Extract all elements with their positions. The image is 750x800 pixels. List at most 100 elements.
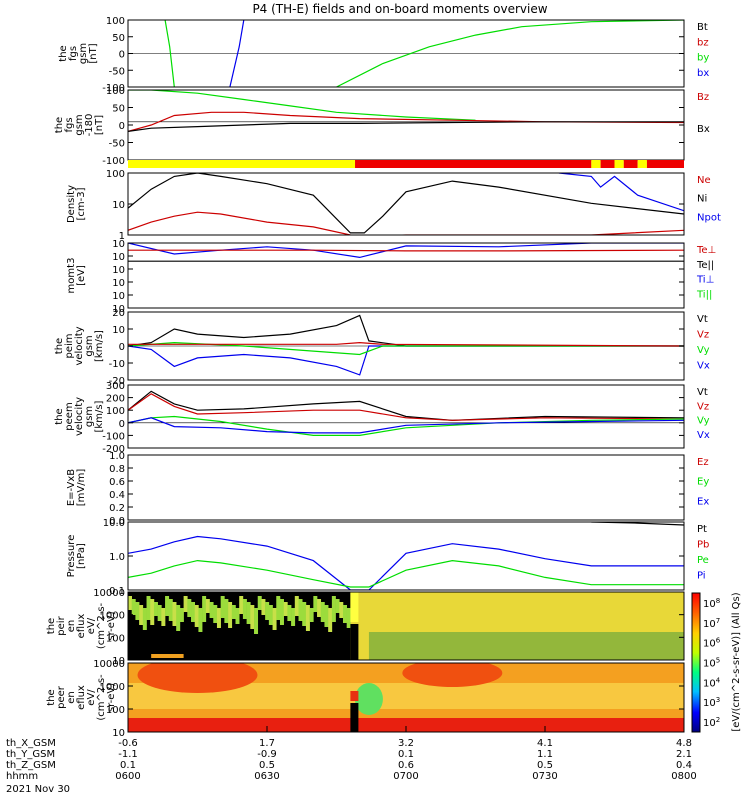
x-tick-label: -1.1 [118,749,138,760]
x-tick-label: 2.1 [676,749,692,760]
x-tick-label: 0700 [393,771,418,782]
series-bx [229,20,245,87]
series-group [128,522,684,590]
y-tick-label: -50 [109,139,125,150]
heatmap-cell [350,691,359,701]
heatmap-cell [165,596,170,616]
y-axis-label: the [54,408,65,424]
x-tick-label: 0.4 [676,760,692,771]
x-tick-label: 0.5 [259,760,275,771]
series-group [128,314,684,376]
heatmap-cell [131,599,136,615]
colorbar-tick-label: 102 [703,716,720,729]
panel-moms_t3: 10 10 10 10 10 10 momt3 [eV] Te⊥ Te|| Ti⊥ Ti|| [66,239,716,315]
series-group [128,20,684,87]
y-axis-label: peem [64,402,75,430]
y-axis-label: [cm-3] [76,187,87,220]
y-tick-label: 20 [112,308,125,319]
y-axis-label: [mV/m] [76,469,87,507]
heatmap-cell [128,596,132,610]
heatmap-cell [368,632,684,660]
y-axis-label: (cm^2-s- [96,602,107,649]
heatmap-cell [176,605,181,631]
heatmap-cell [320,602,325,622]
y-tick-label: 10 [112,278,125,289]
y-axis-label: [nT] [94,115,105,135]
y-tick-label: 10 [112,265,125,276]
y-tick-label: 100 [106,705,125,716]
heatmap-cell [305,605,310,631]
heatmap-cell [228,602,233,628]
x-label-y: th_Y_GSM [6,749,55,760]
legend-label: by [697,53,709,64]
y-axis-label: fgs [64,117,75,132]
series-Vx [128,417,684,434]
heatmap-cell [209,602,214,618]
plot-frame [127,384,685,449]
heatmap-cell [339,602,344,618]
mode-segment [637,160,647,168]
y-tick-label: 0.4 [109,490,125,501]
colorbar: 108 107 106 105 104 103 102 [eV/(cm^2-s-sr-eV)]… [691,592,742,733]
date-label: 2021 Nov 30 [6,784,70,795]
y-axis-label: E=-VxB [66,469,77,506]
heatmap-cell [146,596,151,620]
y-axis-label: [km/s] [94,330,105,362]
heatmap-cell [291,608,296,626]
y-axis-label: (cm^2-s- [96,674,107,721]
heatmap-cell [157,605,162,621]
x-tick-label: 0.1 [120,760,136,771]
heatmap-cell [135,602,140,620]
colorbar-tick-label: 105 [703,657,720,670]
legend-label: Bz [697,92,709,103]
heatmap-blob [354,683,383,715]
plot-frame [127,521,685,591]
y-tick-label: 100 [106,406,125,417]
y-axis-label: -180 [84,114,95,137]
x-tick-label: -0.9 [257,749,277,760]
y-axis-label: velocity [74,326,85,365]
legend-label: Te|| [696,260,714,271]
figure-title: P4 (TH-E) fields and on-board moments ov… [252,2,547,16]
legend-label: Te⊥ [696,245,716,256]
heatmap-cell [246,602,251,624]
heatmap-cell [350,592,359,622]
heatmap-cell [268,605,273,625]
x-tick-label: 0630 [254,771,279,782]
series-Vy [128,415,684,436]
y-tick-label: 1.0 [109,552,125,563]
y-axis-label: sr-eV) [106,611,117,640]
y-tick-label: 0.0 [109,516,125,527]
plot-frame [127,89,685,161]
y-axis-label: the [46,618,57,634]
mode-segment [623,160,638,168]
series-Pi [128,535,684,590]
y-tick-label: 10 [112,239,125,250]
series-by [336,20,684,87]
y-tick-label: 100 [106,169,125,180]
legend-label: Ne [697,175,711,186]
y-tick-label: -100 [102,83,125,94]
series-Ni [128,173,684,234]
y-axis-label: the [54,117,65,133]
y-tick-label: 10000 [93,659,125,670]
y-tick-label: 50 [112,104,125,115]
y-axis-label: Density [66,185,77,223]
y-axis-label: Pressure [66,535,77,578]
heatmap-cell [179,608,184,622]
legend-label: Pt [697,524,707,535]
x-tick-label: 0.5 [537,760,553,771]
y-axis-label: gsm [78,43,89,64]
legend-label: Ti⊥ [696,275,714,286]
heatmap-cell [235,608,240,624]
mode-segment [614,160,624,168]
series-group [128,390,684,436]
x-tick-label: 4.8 [676,738,692,749]
colorbar-label: [eV/(cm^2-s-sr-eV)] (All Qs) [731,592,742,731]
legend-label: Ni [697,194,707,205]
heatmap-blob [402,663,503,687]
x-tick-label: 0730 [532,771,557,782]
heatmap-cell [239,596,244,614]
x-tick-label: 1.7 [259,738,275,749]
heatmap-cell [309,608,314,622]
